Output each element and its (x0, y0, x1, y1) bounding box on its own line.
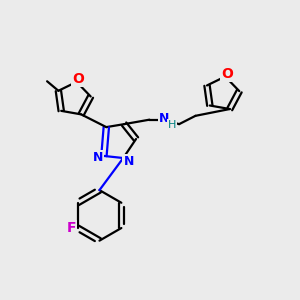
Text: N: N (123, 155, 134, 168)
Text: F: F (66, 221, 76, 235)
Text: N: N (159, 112, 169, 125)
Text: O: O (72, 72, 84, 86)
Text: H: H (168, 120, 176, 130)
Text: N: N (93, 151, 103, 164)
Text: O: O (221, 67, 232, 81)
